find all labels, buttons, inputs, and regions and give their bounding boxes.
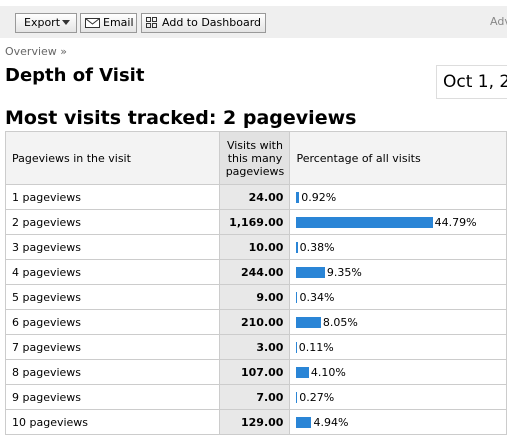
percent-label: 0.92% [301, 191, 337, 204]
dropdown-arrow [62, 20, 70, 25]
row-label: 6 pageviews [4, 309, 221, 335]
percent-bar [296, 392, 298, 403]
column-header[interactable]: Percentage of all visits [289, 131, 507, 185]
percent-bar [296, 192, 300, 203]
email-icon [85, 18, 100, 28]
percent-label: 4.10% [310, 366, 346, 379]
export-button[interactable]: Export [15, 13, 77, 33]
percent-bar [296, 317, 321, 328]
table-row: 9 pageviews 7.00 0.27% [4, 384, 507, 410]
percent-label: 44.79% [434, 216, 477, 229]
visits-cell: 7.00 [219, 384, 291, 410]
row-label: 8 pageviews [4, 359, 221, 385]
percent-label: 4.94% [313, 416, 349, 429]
row-label: 9 pageviews [4, 384, 221, 410]
visits-cell: 244.00 [219, 259, 291, 285]
percent-bar [296, 417, 312, 428]
table-row: 5 pageviews 9.00 0.34% [4, 284, 507, 310]
visits-cell: 24.00 [219, 184, 291, 210]
row-label: 4 pageviews [4, 259, 221, 285]
percent-cell: 9.35% [289, 259, 507, 285]
percent-cell: 4.10% [289, 359, 507, 385]
percent-cell: 0.11% [289, 334, 507, 360]
table-row: 10 pageviews 129.00 4.94% [4, 409, 507, 435]
percent-cell: 44.79% [289, 209, 507, 235]
percent-cell: 0.38% [289, 234, 507, 260]
row-label: 2 pageviews [4, 209, 221, 235]
percent-label: 0.27% [299, 391, 335, 404]
header-row: Pageviews in the visit Visits with this … [4, 131, 507, 185]
visits-cell: 10.00 [219, 234, 291, 260]
percent-cell: 0.27% [289, 384, 507, 410]
percent-bar [296, 267, 325, 278]
data-table: Pageviews in the visit Visits with this … [4, 131, 507, 435]
row-label: 7 pageviews [4, 334, 221, 360]
percent-label: 0.38% [299, 241, 335, 254]
visits-cell: 9.00 [219, 284, 291, 310]
percent-cell: 4.94% [289, 409, 507, 435]
button-label: Export [24, 16, 61, 29]
percent-cell: 8.05% [289, 309, 507, 335]
table-row: 4 pageviews 244.00 9.35% [4, 259, 507, 285]
visits-cell: 1,169.00 [219, 209, 291, 235]
row-label: 1 pageviews [4, 184, 221, 210]
table-row: 7 pageviews 3.00 0.11% [4, 334, 507, 360]
table-row: 1 pageviews 24.00 0.92% [4, 184, 507, 210]
percent-cell: 0.34% [289, 284, 507, 310]
date-range[interactable]: Oct 1, 20 [436, 65, 507, 99]
dashboard-button[interactable]: Add to Dashboard [141, 13, 266, 33]
percent-label: 0.11% [298, 341, 334, 354]
toolbar: Export Email Add to Dashboard Adv [0, 6, 507, 38]
section-heading: Most visits tracked: 2 pageviews [5, 107, 357, 129]
percent-label: 8.05% [322, 316, 358, 329]
percent-bar [296, 367, 309, 378]
table-row: 8 pageviews 107.00 4.10% [4, 359, 507, 385]
percent-label: 9.35% [326, 266, 362, 279]
percent-bar [296, 292, 298, 303]
row-label: 10 pageviews [4, 409, 221, 435]
column-header[interactable]: Visits with this many pageviews [219, 131, 291, 185]
column-header[interactable]: Pageviews in the visit [4, 131, 221, 185]
row-label: 3 pageviews [4, 234, 221, 260]
dashboard-icon [146, 17, 157, 28]
page-title: Depth of Visit [5, 65, 145, 86]
row-label: 5 pageviews [4, 284, 221, 310]
percent-cell: 0.92% [289, 184, 507, 210]
visits-cell: 210.00 [219, 309, 291, 335]
table-body: 1 pageviews 24.00 0.92% 2 pageviews 1,169.00… [4, 184, 507, 435]
email-button[interactable]: Email [80, 13, 137, 33]
percent-label: 0.34% [299, 291, 335, 304]
table-row: 3 pageviews 10.00 0.38% [4, 234, 507, 260]
visits-cell: 129.00 [219, 409, 291, 435]
table-row: 6 pageviews 210.00 8.05% [4, 309, 507, 335]
table-row: 2 pageviews 1,169.00 44.79% [4, 209, 507, 235]
breadcrumb[interactable]: Overview » [5, 45, 68, 58]
button-label: Email [103, 16, 134, 29]
visits-cell: 3.00 [219, 334, 291, 360]
percent-bar [296, 217, 433, 228]
advanced-link[interactable]: Adv [490, 15, 507, 28]
button-label: Add to Dashboard [162, 16, 262, 29]
percent-bar [296, 242, 298, 253]
visits-cell: 107.00 [219, 359, 291, 385]
